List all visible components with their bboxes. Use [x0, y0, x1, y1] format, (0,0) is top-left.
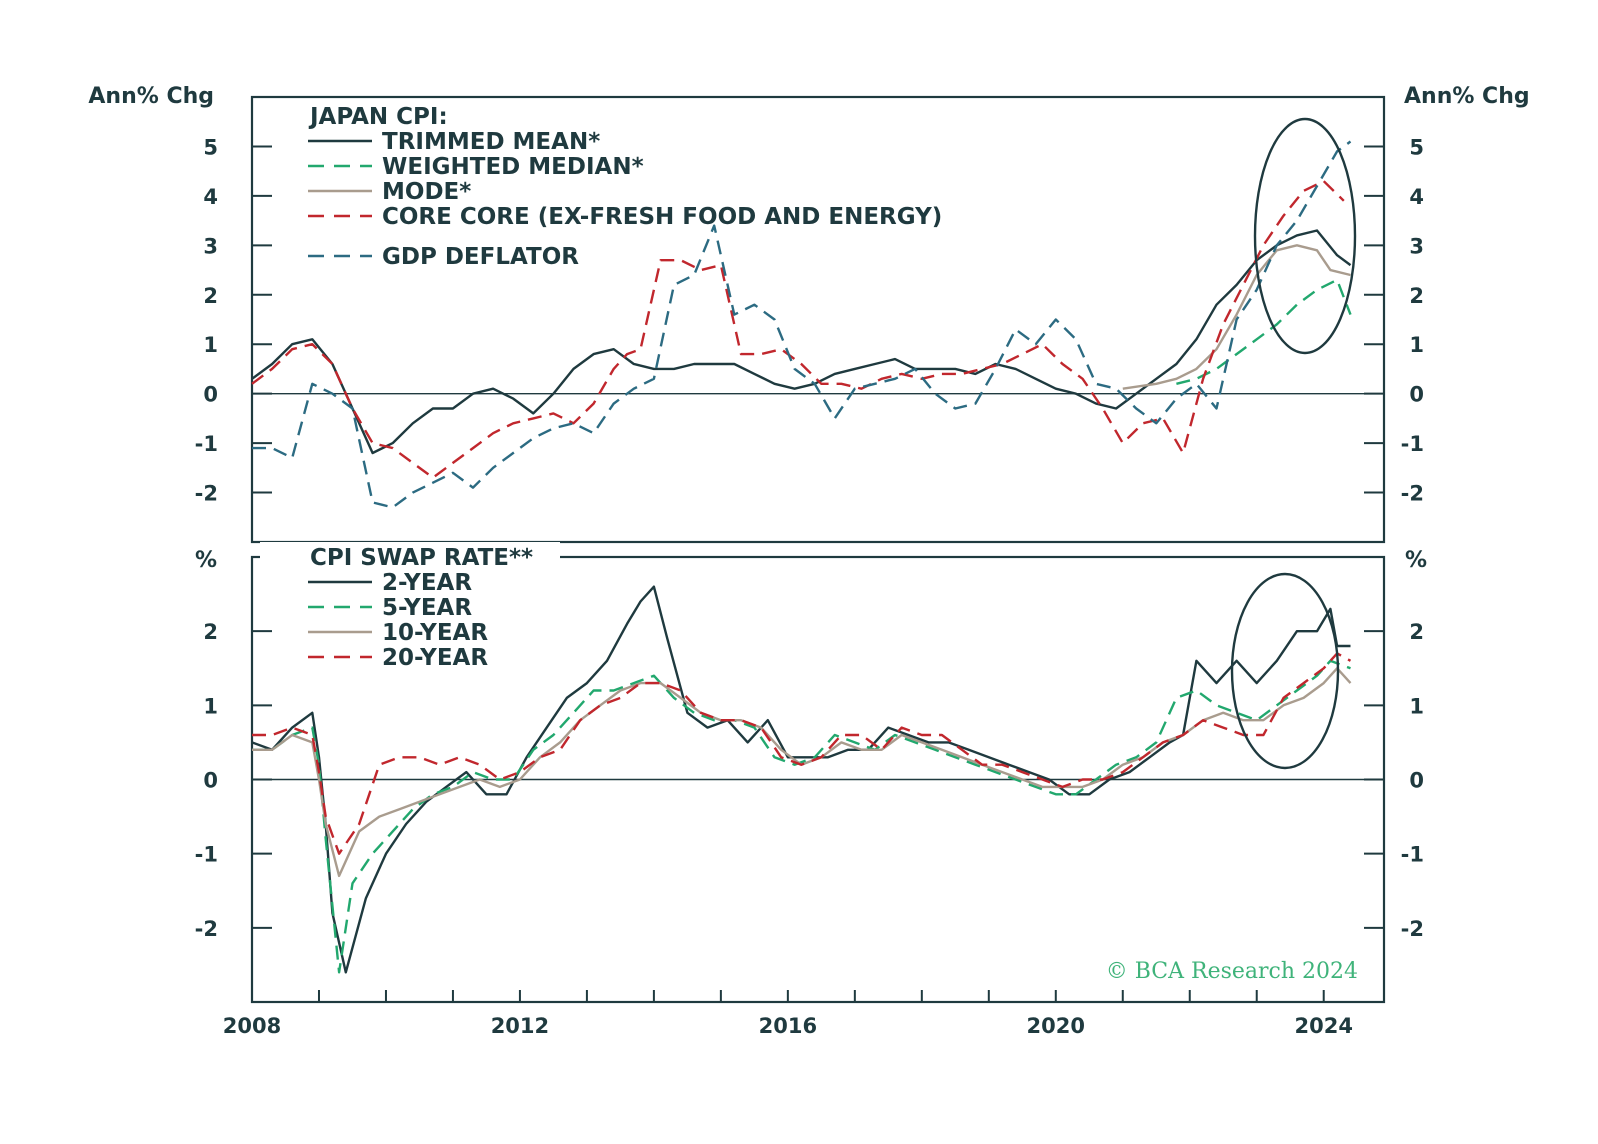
y-tick-label-right: -2 [1401, 482, 1424, 506]
y-tick-label-left: -2 [195, 482, 218, 506]
y-tick-label-left: 1 [203, 694, 218, 718]
y-tick-label-right: -1 [1401, 843, 1424, 867]
legend-label-swap2: 2-YEAR [382, 570, 472, 596]
series-line-swap5 [252, 659, 1351, 974]
y-tick-label-left: 2 [203, 284, 218, 308]
bottom-y-ticks: -2 -2 -1 -1 0 0 1 1 2 2 [195, 620, 1424, 941]
x-tick-label: 2008 [223, 1014, 281, 1038]
top-panel-frame [250, 95, 1386, 544]
y-tick-label-right: 0 [1409, 383, 1424, 407]
bottom-legend-title: CPI SWAP RATE** [310, 545, 533, 571]
y-tick-label-right: 2 [1409, 620, 1424, 644]
bottom-right-unit-text: % [1405, 548, 1427, 573]
legend-label-swap20: 20-YEAR [382, 645, 488, 671]
y-tick-label-right: 5 [1409, 135, 1424, 159]
y-tick-label-right: 0 [1409, 769, 1424, 793]
legend-label-swap10: 10-YEAR [382, 620, 488, 646]
series-line-deflator [252, 140, 1352, 509]
bottom-legend: CPI SWAP RATE** 2-YEAR5-YEAR10-YEAR20-YE… [260, 542, 560, 671]
legend-label-mode: MODE* [382, 179, 471, 205]
y-tick-label-left: -1 [195, 432, 218, 456]
y-tick-label-left: 3 [203, 234, 218, 258]
series-line-median [1176, 278, 1352, 385]
series-line-swap10 [252, 667, 1352, 878]
y-tick-label-left: 5 [203, 135, 218, 159]
y-tick-label-left: 1 [203, 333, 218, 357]
bottom-right-unit-label: % [1405, 548, 1427, 573]
top-series-group [251, 140, 1352, 509]
top-legend-items: TRIMMED MEAN*WEIGHTED MEDIAN*MODE*CORE C… [308, 129, 942, 270]
legend-label-median: WEIGHTED MEDIAN* [382, 154, 644, 180]
bottom-panel-swap: -2 -2 -1 -1 0 0 1 1 2 2 % % CPI SWAP RATE** 2-YEA… [195, 542, 1427, 1004]
y-tick-label-left: 4 [203, 185, 218, 209]
top-highlight-circle [1253, 117, 1357, 355]
legend-label-corecore: CORE CORE (EX-FRESH FOOD AND ENERGY) [382, 204, 942, 230]
y-tick-label-right: -2 [1401, 917, 1424, 941]
y-tick-label-right: 4 [1409, 185, 1424, 209]
top-legend: JAPAN CPI: TRIMMED MEAN*WEIGHTED MEDIAN*… [308, 104, 942, 270]
y-tick-label-left: -1 [195, 843, 218, 867]
legend-label-swap5: 5-YEAR [382, 595, 472, 621]
x-axis: 2008 2012 2016 2020 2024 [223, 990, 1353, 1038]
x-tick-label: 2012 [491, 1014, 549, 1038]
top-right-unit-text: Ann% Chg [1404, 84, 1530, 109]
y-tick-label-left: 0 [203, 769, 218, 793]
top-panel-cpi: -2 -2 -1 -1 0 0 1 1 2 2 3 3 4 4 5 5 Ann% Chg Ann% Chg J… [88, 84, 1530, 544]
series-line-trimmed [251, 229, 1352, 455]
y-tick-label-right: 3 [1409, 234, 1424, 258]
series-line-corecore [251, 179, 1345, 479]
bottom-series-group [251, 585, 1352, 974]
y-tick-label-right: 1 [1409, 694, 1424, 718]
y-tick-label-left: -2 [195, 917, 218, 941]
legend-label-deflator: GDP DEFLATOR [382, 244, 579, 270]
x-tick-label: 2016 [759, 1014, 817, 1038]
series-line-mode [1122, 244, 1351, 390]
x-tick-label: 2020 [1027, 1014, 1085, 1038]
series-line-swap20 [252, 652, 1352, 855]
bottom-highlight-circle [1230, 572, 1340, 770]
y-tick-label-right: -1 [1401, 432, 1424, 456]
bottom-left-unit-text: % [195, 548, 217, 573]
bottom-left-unit-label: % [195, 548, 217, 573]
copyright-text: © BCA Research 2024 [1106, 959, 1358, 984]
legend-label-trimmed: TRIMMED MEAN* [382, 129, 600, 155]
top-right-unit-label: Ann% Chg [1404, 84, 1530, 109]
top-left-unit-label: Ann% Chg [88, 84, 214, 109]
y-tick-label-left: 0 [203, 383, 218, 407]
y-tick-label-right: 2 [1409, 284, 1424, 308]
y-tick-label-right: 1 [1409, 333, 1424, 357]
top-left-unit-text: Ann% Chg [88, 84, 214, 109]
y-tick-label-left: 2 [203, 620, 218, 644]
top-legend-title: JAPAN CPI: [308, 104, 448, 130]
x-tick-label: 2024 [1294, 1014, 1352, 1038]
